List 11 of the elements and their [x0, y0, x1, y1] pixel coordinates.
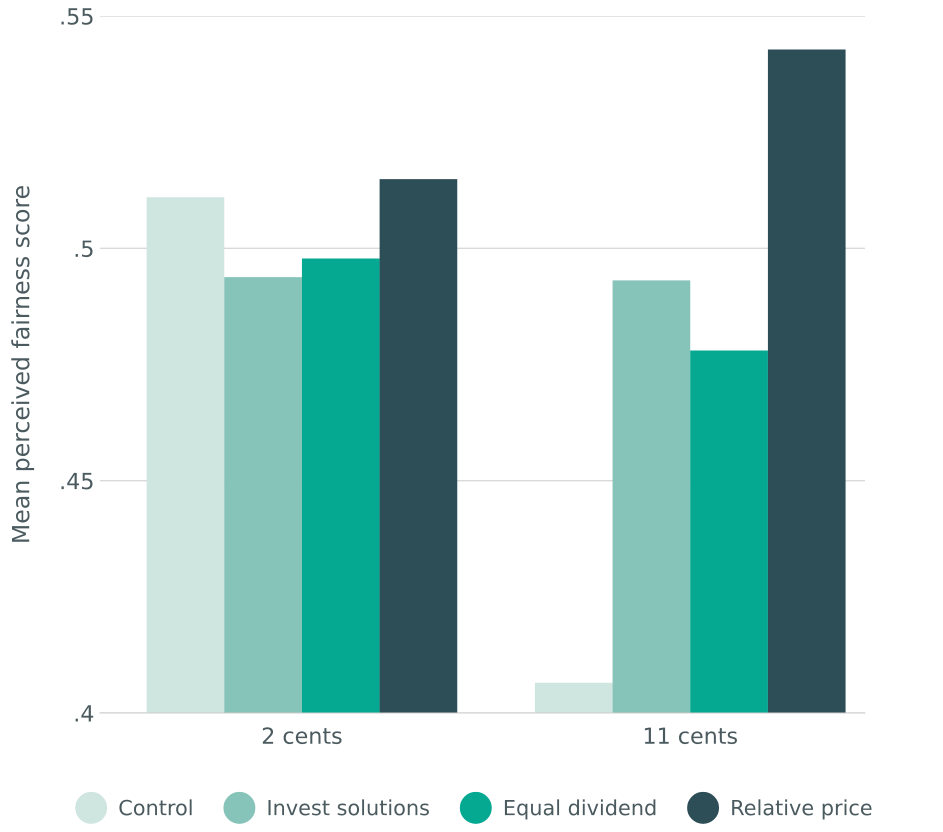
y-tick-label: .5	[76, 240, 93, 258]
y-tick-label: .4	[76, 705, 94, 722]
y-axis-title: Mean perceived fairness score	[11, 186, 34, 542]
legend-label: Invest solutions	[268, 799, 429, 816]
y-tick-label: .55	[61, 8, 93, 25]
x-tick-label: 11 cents	[644, 728, 737, 744]
legend-label: Equal dividend	[504, 799, 656, 820]
legend-label: Relative price	[732, 799, 872, 820]
legend-label: Control	[119, 799, 192, 816]
x-tick-label: 2 cents	[262, 727, 342, 744]
y-tick-label: .45	[61, 472, 93, 490]
